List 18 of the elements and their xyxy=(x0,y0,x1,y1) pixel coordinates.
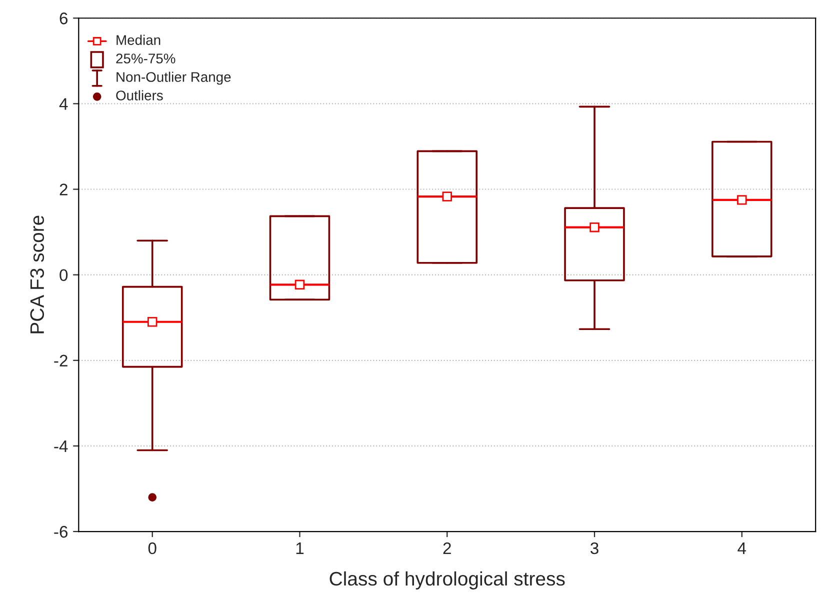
x-tick-label: 0 xyxy=(148,542,156,554)
y-tick-label: -4 xyxy=(54,440,68,452)
x-tick-label: 3 xyxy=(590,542,598,554)
y-tick-label: -2 xyxy=(54,354,68,366)
annotation: 25%-75% xyxy=(116,54,176,64)
annotation: Outliers xyxy=(116,90,163,100)
y-tick-label: -6 xyxy=(54,526,68,538)
x-tick-label: 2 xyxy=(443,542,451,554)
annotation: Median xyxy=(116,34,160,45)
x-tick-label: 1 xyxy=(296,542,304,554)
x-axis-title: Class of hydrological stress xyxy=(330,571,565,590)
annotation: Non-Outlier Range xyxy=(116,72,231,85)
y-tick-label: 6 xyxy=(60,12,68,24)
x-tick-label: 4 xyxy=(738,542,746,554)
y-axis-title: PCA F3 score xyxy=(30,216,44,334)
y-tick-label: 0 xyxy=(60,269,68,282)
y-tick-label: 2 xyxy=(60,184,68,196)
y-tick-label: 4 xyxy=(59,98,68,110)
